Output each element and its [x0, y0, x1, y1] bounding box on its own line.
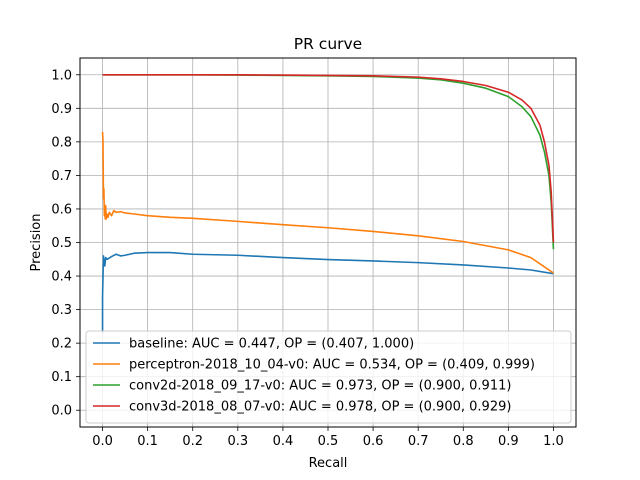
x-tick-label: 0.8 [453, 434, 474, 449]
legend: baseline: AUC = 0.447, OP = (0.407, 1.00… [85, 330, 572, 424]
x-tick-label: 0.3 [227, 434, 248, 449]
series-line-0 [101, 251, 554, 334]
y-tick-label: 0.4 [51, 270, 72, 285]
x-tick-label: 0.5 [318, 434, 339, 449]
y-axis: 0.0 0.1 0.2 0.3 0.4 0.5 0.6 0.7 0.8 0.9 1.0 [51, 68, 80, 419]
x-axis: 0.0 0.1 0.2 0.3 0.4 0.5 0.6 0.7 0.8 0.9 1.0 [92, 427, 564, 449]
y-tick-label: 0.1 [51, 370, 72, 385]
series-line-1 [101, 131, 554, 274]
x-tick-label: 0.1 [137, 434, 158, 449]
y-tick-label: 0.9 [51, 102, 72, 117]
y-tick-label: 0.8 [51, 135, 72, 150]
x-tick-label: 0.0 [92, 434, 113, 449]
y-axis-label: Precision [29, 213, 44, 271]
x-tick-label: 0.2 [182, 434, 203, 449]
y-tick-label: 0.2 [51, 337, 72, 352]
y-tick-label: 0.3 [51, 303, 72, 318]
y-tick-label: 0.5 [51, 236, 72, 251]
legend-label-3: conv3d-2018_08_07-v0: AUC = 0.978, OP = … [129, 400, 511, 415]
series-line-3 [102, 73, 555, 243]
series-layer [101, 73, 555, 334]
y-tick-label: 0.7 [51, 169, 72, 184]
legend-label-1: perceptron-2018_10_04-v0: AUC = 0.534, O… [129, 358, 535, 373]
x-tick-label: 1.0 [543, 434, 564, 449]
legend-label-2: conv2d-2018_09_17-v0: AUC = 0.973, OP = … [129, 379, 511, 394]
x-tick-label: 0.7 [408, 434, 429, 449]
chart-title: PR curve [294, 35, 362, 53]
legend-label-0: baseline: AUC = 0.447, OP = (0.407, 1.00… [129, 337, 414, 352]
y-tick-label: 0.6 [51, 202, 72, 217]
legend-box [85, 330, 572, 424]
x-tick-label: 0.4 [273, 434, 294, 449]
y-tick-label: 0.0 [51, 404, 72, 419]
y-tick-label: 1.0 [51, 68, 72, 83]
x-tick-label: 0.9 [498, 434, 519, 449]
x-axis-label: Recall [309, 456, 348, 471]
x-tick-label: 0.6 [363, 434, 384, 449]
